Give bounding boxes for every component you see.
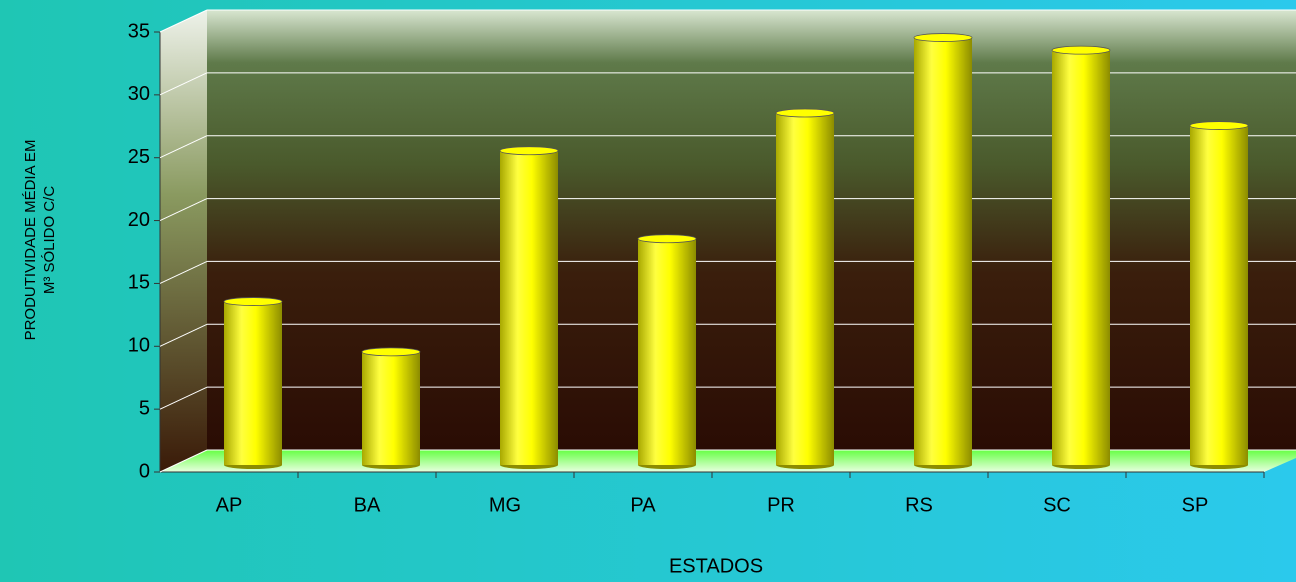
bar-cap	[223, 297, 283, 306]
y-tick-label: 5	[139, 397, 150, 419]
y-tick-label: 25	[128, 146, 150, 168]
x-tick-label: PA	[630, 494, 656, 516]
plot	[223, 33, 1249, 469]
bar	[362, 351, 420, 465]
x-tick-label: PR	[767, 494, 795, 516]
bar	[776, 113, 834, 465]
side-grid-line	[159, 9, 208, 33]
x-tick-label: AP	[216, 494, 243, 516]
side-grid-line	[159, 386, 208, 410]
y-tick-label: 10	[128, 335, 150, 357]
x-tick-label: MG	[489, 494, 521, 516]
y-tick-label: 35	[128, 20, 150, 42]
y-tick-label: 30	[128, 83, 150, 105]
bar	[1190, 125, 1248, 466]
side-grid-line	[159, 260, 208, 284]
bar-cap	[1051, 45, 1111, 55]
bar-cap	[499, 146, 559, 156]
y-tick-label: 0	[139, 460, 150, 482]
y-axis-label: PRODUTIVIDADE MÉDIA EM M³ SÓLIDO C/C	[22, 140, 58, 341]
side-grid-line	[159, 198, 208, 222]
bar	[224, 301, 282, 465]
bar	[914, 37, 972, 465]
side-grid-line	[159, 72, 208, 96]
side-grid-line	[159, 135, 208, 159]
bar-cap	[361, 347, 421, 357]
x-tick-label: BA	[354, 494, 381, 516]
floor	[160, 450, 1296, 472]
x-tick-label: SP	[1182, 494, 1209, 516]
side-grid-line	[159, 323, 208, 347]
x-tick-label: RS	[905, 494, 933, 516]
side-grid-line	[159, 449, 208, 473]
side-wall	[160, 10, 207, 472]
x-tick-label: SC	[1043, 494, 1071, 516]
bar	[1052, 50, 1110, 466]
bar-cap	[775, 108, 835, 118]
y-tick-label: 15	[128, 272, 150, 294]
bar-cap	[1189, 121, 1249, 130]
bar	[500, 150, 558, 465]
bar-cap	[637, 234, 697, 244]
x-axis-label: ESTADOS	[669, 555, 763, 577]
y-tick-label: 20	[128, 209, 150, 231]
bar-cap	[913, 33, 973, 42]
bar	[638, 238, 696, 465]
